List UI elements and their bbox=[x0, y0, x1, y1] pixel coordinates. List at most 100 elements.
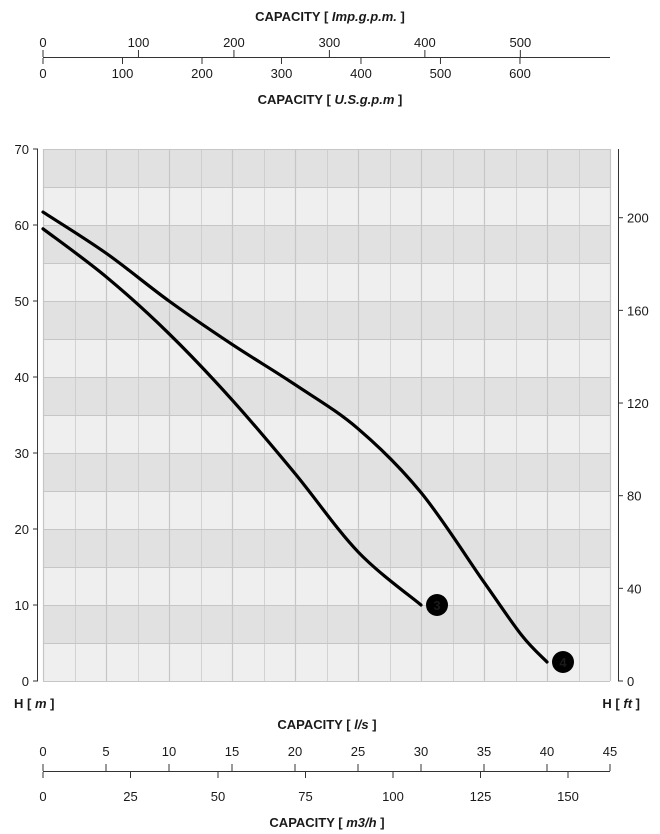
bottom-m3h-axis-bracket-open: [ bbox=[338, 815, 346, 830]
plot-band bbox=[43, 225, 610, 263]
left-axis-letter: H bbox=[14, 696, 23, 711]
plot-band bbox=[43, 187, 610, 225]
plot-band bbox=[43, 605, 610, 643]
performance-curves bbox=[41, 210, 549, 664]
left-axis-tick-label: 20 bbox=[15, 522, 29, 537]
top-us-axis-unit: U.S.g.p.m bbox=[334, 92, 394, 107]
left-axis-tick-label: 30 bbox=[15, 446, 29, 461]
curve-markers: 34 bbox=[426, 594, 574, 673]
top-us-tick-group: 0 100 200 300 400 500 600 bbox=[39, 58, 531, 81]
plot-band bbox=[43, 263, 610, 301]
right-axis-bracket-open: [ bbox=[615, 696, 623, 711]
bottom-m3h-axis-bracket-close: ] bbox=[380, 815, 384, 830]
bottom-ls-tick-label: 25 bbox=[351, 744, 365, 759]
left-axis-tick-label: 10 bbox=[15, 598, 29, 613]
right-axis-unit: ft bbox=[623, 696, 632, 711]
curve-marker-label-4: 4 bbox=[559, 655, 567, 670]
plot-band bbox=[43, 453, 610, 491]
right-axis-tick-label: 160 bbox=[627, 303, 649, 318]
plot-band bbox=[43, 301, 610, 339]
right-axis-tick-label: 80 bbox=[627, 489, 641, 504]
bottom-m3h-tick-label: 150 bbox=[557, 789, 579, 804]
left-axis-tick-label: 60 bbox=[15, 218, 29, 233]
top-imp-tick-label: 500 bbox=[509, 35, 531, 50]
bottom-ls-tick-label: 20 bbox=[288, 744, 302, 759]
plot-bands bbox=[43, 149, 610, 681]
bottom-ls-axis-bracket-close: ] bbox=[372, 717, 376, 732]
bottom-m3h-tick-label: 0 bbox=[39, 789, 46, 804]
bottom-ls-tick-label: 35 bbox=[477, 744, 491, 759]
top-us-tick-label: 600 bbox=[509, 66, 531, 81]
top-us-axis: 0 100 200 300 400 500 600 CAPACITY [ U.S.g.p.m… bbox=[39, 58, 531, 107]
bottom-m3h-axis-unit: m3/h bbox=[346, 815, 376, 830]
bottom-ls-axis: CAPACITY [ l/s ] 0 5 10 15 20 25 30 35 40 45 bbox=[39, 717, 617, 771]
top-us-axis-bracket-close: ] bbox=[398, 92, 402, 107]
right-axis-tick-label: 40 bbox=[627, 581, 641, 596]
bottom-ls-tick-label: 40 bbox=[540, 744, 554, 759]
bottom-ls-axis-unit: l/s bbox=[354, 717, 368, 732]
plot-band bbox=[43, 339, 610, 377]
bottom-m3h-tick-label: 50 bbox=[211, 789, 225, 804]
top-imp-axis-bracket-close: ] bbox=[401, 9, 405, 24]
plot-band bbox=[43, 149, 610, 187]
left-axis-tick-label: 70 bbox=[15, 142, 29, 157]
top-imp-axis-unit: Imp.g.p.m. bbox=[332, 9, 397, 24]
right-axis-tick-label: 200 bbox=[627, 211, 649, 226]
bottom-m3h-axis-title-word: CAPACITY bbox=[269, 815, 335, 830]
top-us-tick-label: 300 bbox=[271, 66, 293, 81]
curve-marker-4 bbox=[552, 651, 574, 673]
bottom-ls-axis-title-word: CAPACITY bbox=[277, 717, 343, 732]
bottom-m3h-tick-label: 25 bbox=[123, 789, 137, 804]
bottom-ls-axis-bracket-open: [ bbox=[346, 717, 354, 732]
bottom-ls-tick-label: 0 bbox=[39, 744, 46, 759]
plot-band bbox=[43, 643, 610, 681]
left-axis-tick-label: 0 bbox=[22, 674, 29, 689]
bottom-ls-tick-label: 5 bbox=[102, 744, 109, 759]
left-axis-bracket-close: ] bbox=[50, 696, 54, 711]
top-imp-tick-label: 400 bbox=[414, 35, 436, 50]
bottom-ls-tick-label: 10 bbox=[162, 744, 176, 759]
grid-lines bbox=[42, 149, 612, 682]
plot-area: 34 bbox=[41, 149, 612, 682]
curve-3 bbox=[41, 227, 423, 607]
top-imp-axis-bracket-open: [ bbox=[324, 9, 332, 24]
right-axis-label: H [ ft ] bbox=[602, 696, 640, 711]
top-us-tick-label: 100 bbox=[112, 66, 134, 81]
left-axis: 0 10 20 30 40 50 60 70 bbox=[15, 142, 38, 689]
top-imp-axis-title: CAPACITY [ Imp.g.p.m. ] bbox=[255, 9, 405, 24]
top-imp-axis-title-word: CAPACITY bbox=[255, 9, 321, 24]
top-imp-tick-label: 300 bbox=[319, 35, 341, 50]
left-axis-label: H [ m ] bbox=[14, 696, 55, 711]
top-us-tick-label: 0 bbox=[39, 66, 46, 81]
left-axis-bracket-open: [ bbox=[27, 696, 35, 711]
plot-band bbox=[43, 377, 610, 415]
bottom-ls-axis-title: CAPACITY [ l/s ] bbox=[277, 717, 376, 732]
top-us-tick-label: 200 bbox=[191, 66, 213, 81]
right-axis-bracket-close: ] bbox=[636, 696, 640, 711]
curve-4 bbox=[41, 210, 549, 664]
top-us-axis-title: CAPACITY [ U.S.g.p.m ] bbox=[258, 92, 403, 107]
right-axis-tick-label: 0 bbox=[627, 674, 634, 689]
left-axis-tick-label: 50 bbox=[15, 294, 29, 309]
bottom-m3h-axis-title: CAPACITY [ m3/h ] bbox=[269, 815, 384, 830]
top-us-axis-title-word: CAPACITY bbox=[258, 92, 324, 107]
curve-marker-3 bbox=[426, 594, 448, 616]
left-axis-tick-label: 40 bbox=[15, 370, 29, 385]
bottom-ls-tick-label: 45 bbox=[603, 744, 617, 759]
bottom-m3h-axis: 0 25 50 75 100 125 150 CAPACITY [ m3/h ] bbox=[39, 772, 579, 830]
bottom-m3h-tick-group: 0 25 50 75 100 125 150 bbox=[39, 772, 579, 804]
top-imp-tick-group: 0 100 200 300 400 500 bbox=[39, 35, 531, 57]
bottom-ls-tick-group: 0 5 10 15 20 25 30 35 40 45 bbox=[39, 744, 617, 771]
top-imp-tick-label: 100 bbox=[128, 35, 150, 50]
bottom-m3h-tick-label: 100 bbox=[382, 789, 404, 804]
right-axis-tick-label: 120 bbox=[627, 396, 649, 411]
top-us-tick-label: 400 bbox=[350, 66, 372, 81]
bottom-m3h-tick-label: 125 bbox=[470, 789, 492, 804]
curve-marker-label-3: 3 bbox=[433, 598, 440, 613]
left-axis-unit: m bbox=[35, 696, 47, 711]
right-axis: 0 40 80 120 160 200 bbox=[618, 149, 649, 689]
right-axis-letter: H bbox=[602, 696, 611, 711]
plot-band bbox=[43, 567, 610, 605]
top-imp-axis: CAPACITY [ Imp.g.p.m. ] 0 100 200 300 400 500 bbox=[39, 9, 531, 57]
